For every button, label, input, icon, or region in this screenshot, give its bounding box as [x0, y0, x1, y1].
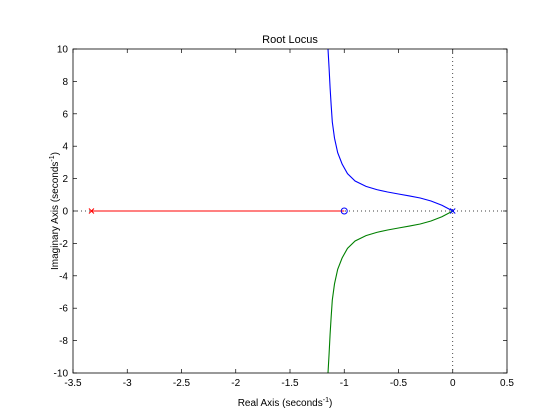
y-tick-label: 8 — [62, 77, 68, 88]
pole-zero-markers — [88, 207, 456, 215]
y-tick-label: -8 — [59, 336, 68, 347]
y-tick-label: -6 — [59, 304, 68, 315]
x-tick-label: -0.5 — [390, 378, 408, 389]
x-axis-label: Real Axis (seconds-1) — [238, 397, 333, 409]
y-tick-label: 10 — [57, 45, 69, 56]
pole-marker-2 — [449, 208, 456, 214]
locus-branch-1 — [327, 49, 454, 212]
locus-branch-2 — [327, 210, 454, 373]
y-tick-label: -2 — [59, 239, 68, 250]
axis-ticks: -3.5 -3 -2.5 -2 -1.5 -1 -0.5 0 0.5 -10 -8 -6 -4 -2 0 2 4… — [54, 45, 515, 390]
x-tick-label: 0.5 — [500, 378, 514, 389]
y-tick-label: -10 — [54, 369, 69, 380]
y-tick-label: 2 — [62, 174, 68, 185]
x-tick-label: -2.5 — [173, 378, 191, 389]
y-tick-label: -4 — [59, 271, 68, 282]
y-tick-label: 4 — [62, 142, 68, 153]
y-tick-label: 0 — [62, 207, 68, 218]
x-tick-label: -2 — [231, 378, 240, 389]
zero-marker-1 — [340, 207, 348, 215]
x-tick-label: -1 — [340, 378, 349, 389]
y-tick-label: 6 — [62, 109, 68, 120]
x-tick-label: -1.5 — [281, 378, 299, 389]
y-axis-label: Imaginary Axis (seconds-1) — [49, 152, 61, 270]
pole-marker-1 — [88, 208, 95, 214]
x-tick-label: -3 — [123, 378, 132, 389]
locus-branches — [91, 49, 454, 373]
x-tick-label: -3.5 — [64, 378, 82, 389]
x-tick-label: 0 — [450, 378, 456, 389]
chart-title: Root Locus — [262, 34, 318, 46]
